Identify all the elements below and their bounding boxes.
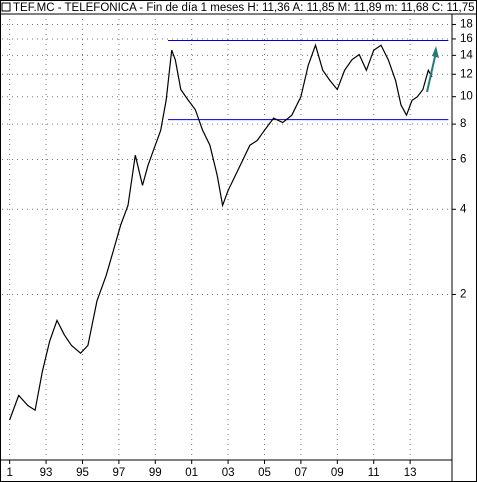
arrow-head — [432, 46, 439, 58]
y-tick-label: 14 — [460, 49, 473, 61]
x-tick-label: 07 — [295, 467, 308, 479]
y-tick-label: 8 — [460, 118, 466, 130]
x-tick-label: 99 — [149, 467, 162, 479]
x-tick-label: 13 — [404, 467, 417, 479]
x-tick-label: 1 — [6, 467, 12, 479]
price-line — [9, 43, 433, 421]
y-tick-label: 10 — [460, 91, 473, 103]
x-tick-label: 05 — [258, 467, 271, 479]
y-tick-label: 12 — [460, 68, 473, 80]
x-tick-label: 03 — [222, 467, 235, 479]
x-tick-label: 95 — [76, 467, 89, 479]
arrow — [426, 51, 437, 93]
y-tick-label: 6 — [460, 153, 466, 165]
chart-title: TEF.MC - TELEFONICA - Fin de día 1 meses… — [13, 2, 474, 14]
x-tick-label: 97 — [112, 467, 125, 479]
y-tick-label: 4 — [460, 203, 467, 215]
y-tick-label: 2 — [460, 288, 466, 300]
y-tick-label: 16 — [460, 33, 473, 45]
x-tick-label: 01 — [185, 467, 198, 479]
x-tick-label: 93 — [40, 467, 53, 479]
icon — [1, 2, 11, 12]
y-tick-label: 18 — [460, 18, 473, 30]
x-tick-label: 11 — [368, 467, 380, 479]
x-tick-label: 09 — [331, 467, 344, 479]
